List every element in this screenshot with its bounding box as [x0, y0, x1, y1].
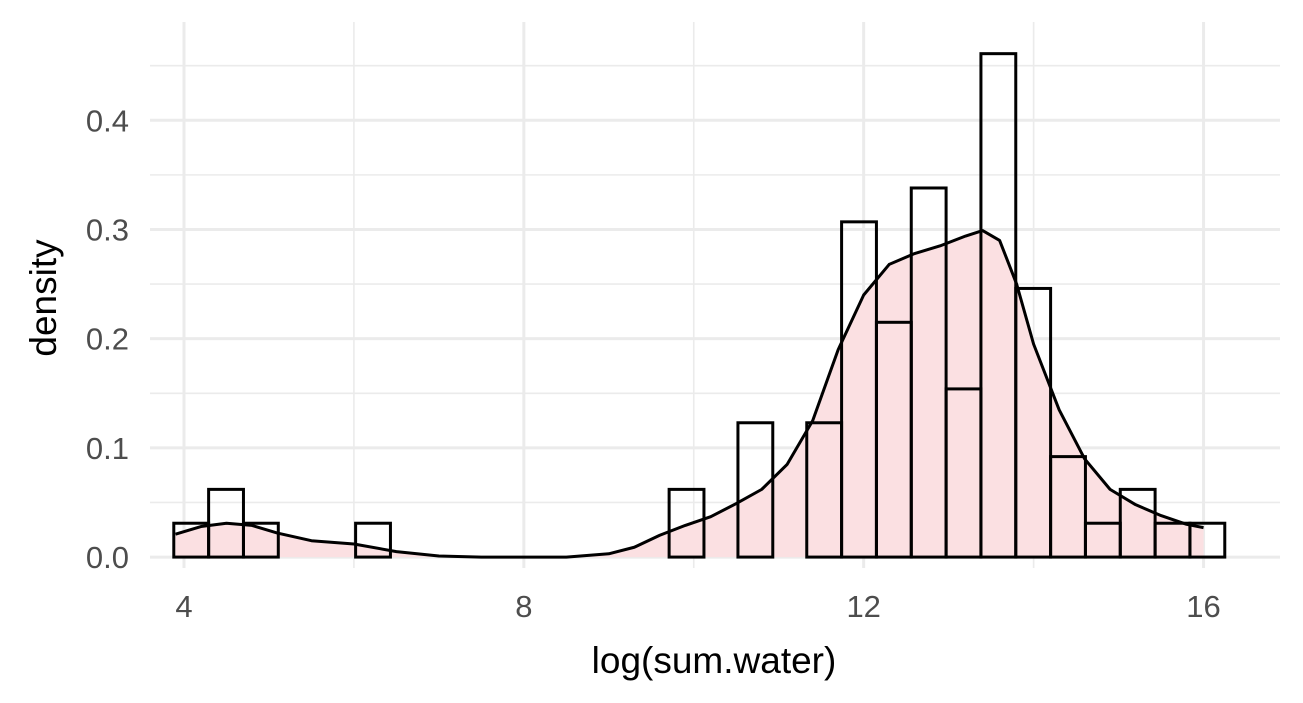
histogram-bar: [909, 186, 948, 559]
density-curve-line: [175, 229, 1204, 559]
grid: [150, 22, 1280, 568]
x-tick-label: 8: [515, 589, 532, 624]
y-tick-label: 0.3: [86, 212, 129, 247]
y-axis-ticks: 0.0 0.1 0.2 0.3 0.4: [86, 103, 129, 575]
histogram-bar: [667, 487, 706, 559]
y-tick-label: 0.2: [86, 322, 129, 357]
y-tick-label: 0.0: [86, 540, 129, 575]
histogram-bar: [1014, 286, 1053, 559]
y-tick-label: 0.1: [86, 431, 129, 466]
x-tick-label: 12: [846, 589, 880, 624]
y-tick-label: 0.4: [86, 103, 129, 138]
histogram-bar: [736, 421, 775, 559]
histogram-bar: [1049, 455, 1087, 559]
density-curve: [175, 229, 1204, 559]
x-axis-title: log(sum.water): [592, 640, 837, 681]
x-tick-label: 16: [1186, 589, 1220, 624]
histogram-bars: [172, 52, 1227, 559]
histogram-bar: [1188, 521, 1227, 559]
x-axis-ticks: 4 8 12 16: [175, 589, 1220, 624]
y-axis-title: density: [23, 239, 64, 357]
histogram-bar: [354, 521, 392, 559]
x-tick-label: 4: [175, 589, 192, 624]
histogram-bar: [241, 521, 280, 559]
